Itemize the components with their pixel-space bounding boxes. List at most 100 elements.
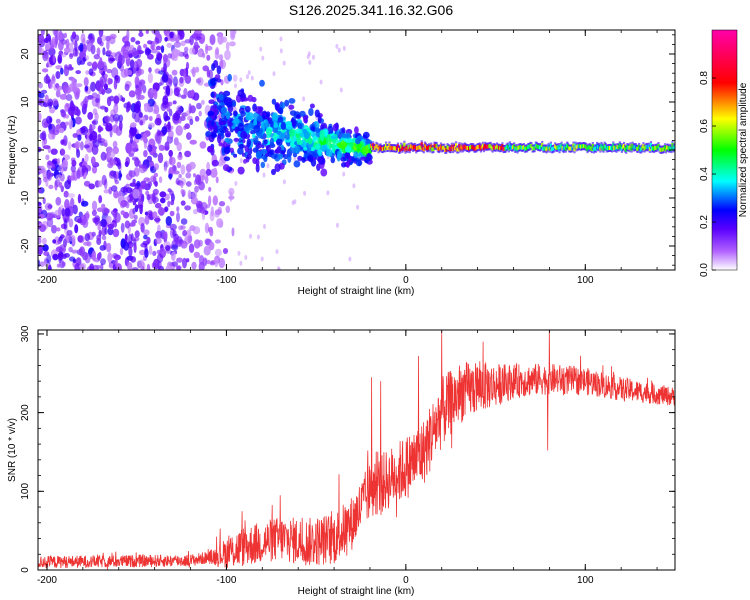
heatmap-cell [303,131,310,140]
heatmap-cell [65,121,69,126]
heatmap-cell [159,191,167,198]
heatmap-cell [96,252,101,261]
heatmap-cell [214,257,219,268]
heatmap-cell [156,253,164,263]
heatmap-cell [83,103,88,110]
heatmap-cell [233,153,238,158]
heatmap-cell [224,127,229,132]
y-tick-label: 0 [20,567,31,573]
heatmap-cell [291,200,295,206]
heatmap-cell [205,174,209,184]
heatmap-cell [106,68,113,74]
heatmap-cell [142,84,147,94]
heatmap-cell [256,234,260,240]
heatmap-cell [297,155,303,161]
heatmap-cell [275,249,279,255]
heatmap-cell [56,263,61,268]
heatmap-cell [96,93,101,104]
heatmap-cell [519,145,522,149]
heatmap-cell [278,116,284,123]
heatmap-cell [52,54,56,63]
heatmap-cell [279,48,283,54]
heatmap-cell [336,222,339,228]
heatmap-cell [164,36,168,42]
heatmap-cell [130,122,137,128]
heatmap-cell [79,42,84,52]
heatmap-cell [272,112,279,121]
heatmap-cell [163,166,168,172]
heatmap-cell [75,83,83,88]
heatmap-cell [157,52,163,60]
heatmap-cell [308,59,312,65]
heatmap-cell [253,124,261,133]
heatmap-cell [107,149,116,159]
heatmap-cell [61,207,65,217]
heatmap-cell [98,195,103,204]
heatmap-cell [205,168,212,176]
heatmap-cell [276,146,282,153]
heatmap-cell [160,197,166,204]
heatmap-cell [241,97,249,102]
heatmap-cell [93,61,97,68]
heatmap-cell [259,46,263,52]
heatmap-cell [55,65,63,70]
heatmap-cell [77,134,82,141]
snr-panel: -200 -100 0 100 0 100 200 300 Height of straigh… [7,325,676,597]
heatmap-cell [77,193,82,204]
heatmap-cell [168,108,173,117]
heatmap-cell [69,256,76,262]
heatmap-cell [136,204,144,209]
heatmap-cell [57,251,64,261]
heatmap-cell [106,242,112,253]
heatmap-cell [176,206,180,213]
heatmap-cell [667,145,670,150]
heatmap-cell [49,81,53,89]
heatmap-cell [252,133,256,139]
heatmap-cell [133,214,138,220]
heatmap-cell [217,206,222,213]
heatmap-cell [63,32,68,39]
heatmap-cell [218,93,224,101]
heatmap-cell [166,42,173,48]
heatmap-cell [56,227,61,232]
heatmap-cell [337,47,341,53]
heatmap-cell [87,95,94,100]
heatmap-cell [259,79,265,87]
colorbar-tick-label: 0.4 [699,167,710,181]
heatmap-cell [302,96,306,102]
heatmap-cell [169,223,177,231]
heatmap-cell [101,235,107,241]
heatmap-cell [134,157,140,167]
heatmap-cell [355,159,363,167]
heatmap-cell [101,174,107,186]
heatmap-cell [264,119,269,128]
heatmap-cell [138,68,145,75]
heatmap-cell [182,229,188,237]
heatmap-cell [41,68,49,73]
heatmap-cell [339,87,343,93]
heatmap-cell [195,66,200,73]
heatmap-cell [121,97,126,103]
heatmap-cell [253,118,258,127]
heatmap-cell [91,250,97,262]
heatmap-cell [134,87,142,96]
heatmap-cell [155,230,163,239]
heatmap-cell [102,207,109,216]
heatmap-cell [38,187,42,194]
heatmap-cell [56,85,63,91]
heatmap-cell [83,241,91,246]
heatmap-cell [226,98,233,104]
heatmap-cell [45,177,49,187]
heatmap-cell [102,47,106,56]
heatmap-cell [285,134,290,140]
heatmap-cell [306,147,312,153]
heatmap-cell [194,30,202,34]
heatmap-cell [269,137,274,146]
heatmap-cell [165,264,172,270]
heatmap-cell [196,102,202,110]
heatmap-cell [287,154,292,163]
heatmap-cell [262,172,266,178]
heatmap-cell [91,231,96,237]
